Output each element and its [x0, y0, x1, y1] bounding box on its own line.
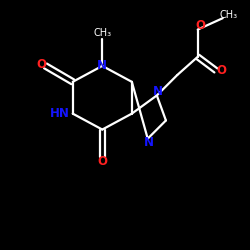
Text: CH₃: CH₃	[93, 28, 111, 38]
Text: N: N	[153, 85, 163, 98]
Text: O: O	[97, 155, 107, 168]
Text: N: N	[144, 136, 154, 149]
Text: O: O	[195, 19, 205, 32]
Text: N: N	[97, 60, 107, 72]
Text: O: O	[216, 64, 226, 77]
Text: O: O	[36, 58, 46, 71]
Text: HN: HN	[50, 107, 70, 120]
Text: CH₃: CH₃	[219, 10, 238, 20]
